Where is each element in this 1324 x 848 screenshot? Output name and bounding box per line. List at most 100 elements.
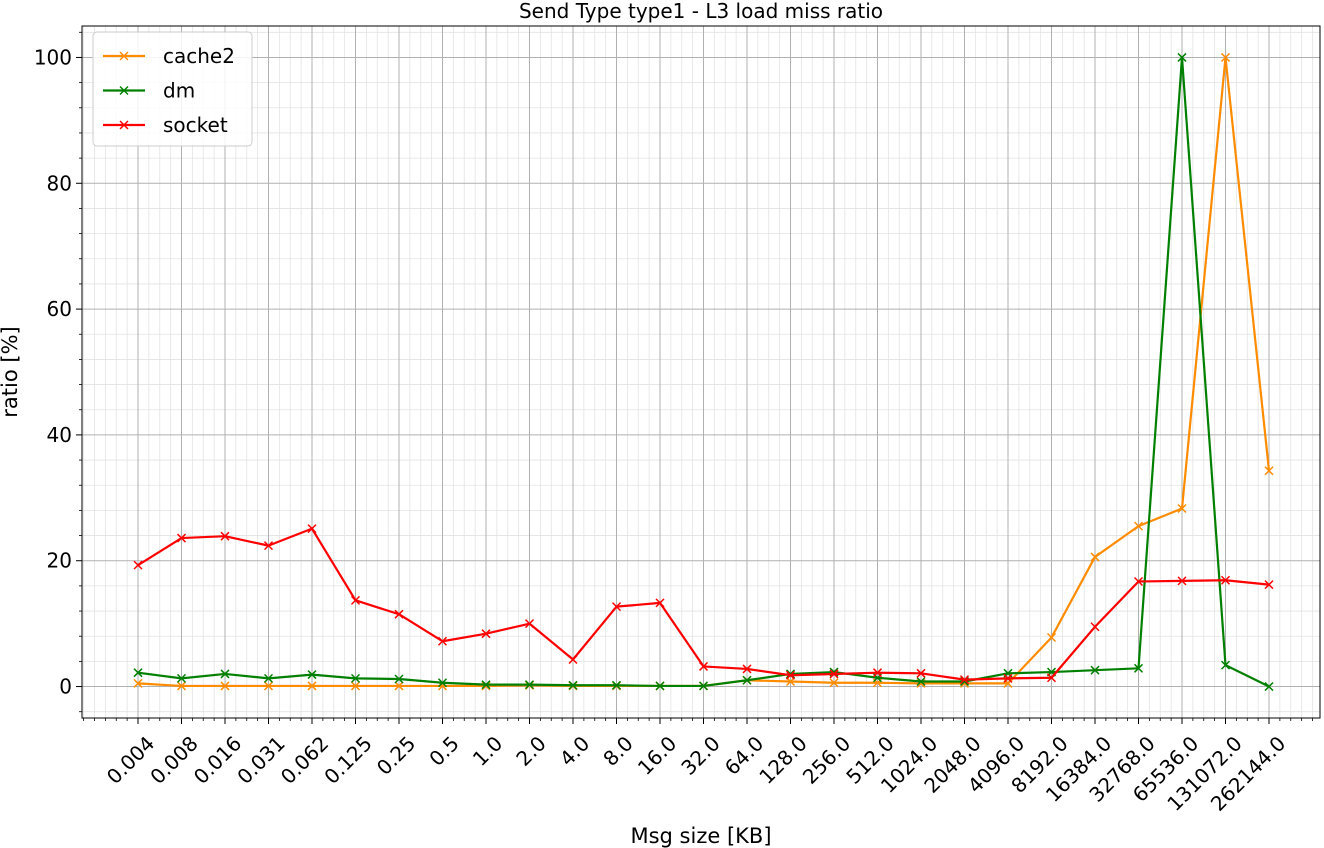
x-tick-label: 2.0 <box>511 731 550 770</box>
legend: cache2 dm socket <box>92 31 253 147</box>
data-point-socket <box>568 654 578 665</box>
data-point-cache2 <box>350 681 361 691</box>
y-axis-label: ratio [%] <box>0 326 22 417</box>
data-point-dm <box>742 675 752 685</box>
y-tick-label: 100 <box>34 45 72 69</box>
series-layer <box>133 52 1274 692</box>
legend-marker <box>119 51 129 61</box>
data-point-dm <box>655 681 665 691</box>
data-point-socket <box>176 533 187 543</box>
legend-item-cache2: cache2 <box>103 44 235 68</box>
plot-frame <box>81 25 1321 719</box>
legend-label: dm <box>163 79 195 103</box>
x-tick-label: 0.062 <box>276 731 333 788</box>
data-point-dm <box>220 669 230 679</box>
data-point-cache2 <box>176 681 187 691</box>
data-point-socket <box>1177 576 1187 586</box>
x-tick-label: 0.016 <box>189 731 246 788</box>
x-axis-label: Msg size [KB] <box>630 824 771 848</box>
x-tick-label: 0.125 <box>319 731 376 788</box>
x-tick-label: 0.031 <box>232 731 289 788</box>
data-point-socket <box>959 675 970 685</box>
x-tick-label: 8.0 <box>598 731 637 770</box>
data-point-socket <box>133 560 143 570</box>
data-point-socket <box>1046 673 1057 683</box>
data-point-cache2 <box>263 681 274 691</box>
data-point-cache2 <box>220 681 230 691</box>
data-point-dm <box>1090 665 1100 675</box>
data-point-socket <box>350 595 361 605</box>
data-point-dm <box>176 673 187 683</box>
data-point-socket <box>481 629 491 639</box>
data-point-dm <box>1264 682 1274 692</box>
data-point-socket <box>1264 580 1274 590</box>
major-grid <box>82 26 1320 718</box>
series-socket <box>133 524 1274 685</box>
data-point-dm <box>1177 52 1187 62</box>
y-tick-label: 0 <box>59 675 72 699</box>
x-tick-label: 1.0 <box>468 731 507 770</box>
series-dm <box>133 52 1274 692</box>
data-point-cache2 <box>829 678 839 688</box>
data-point-socket <box>655 598 665 608</box>
data-point-dm <box>916 676 926 687</box>
x-tick-label: 0.008 <box>145 731 202 788</box>
chart-title: Send Type type1 - L3 load miss ratio <box>519 0 883 23</box>
data-point-dm <box>1133 663 1144 673</box>
data-point-dm <box>568 680 578 690</box>
legend-marker <box>119 85 129 96</box>
data-point-cache2 <box>1046 632 1057 643</box>
legend-item-socket: socket <box>103 113 228 137</box>
data-point-socket <box>524 619 535 629</box>
y-tick-label: 80 <box>47 171 72 195</box>
data-point-dm <box>437 678 448 688</box>
x-tick-label: 0.5 <box>424 731 463 770</box>
data-point-dm <box>350 673 361 683</box>
data-point-socket <box>437 636 448 646</box>
legend-frame <box>92 31 253 147</box>
data-point-cache2 <box>1133 521 1144 531</box>
data-point-dm <box>394 674 404 684</box>
data-point-cache2 <box>133 678 143 688</box>
x-tick-label: 0.25 <box>372 731 420 779</box>
legend-item-dm: dm <box>103 79 195 103</box>
data-point-cache2 <box>1220 52 1231 62</box>
data-point-socket <box>1133 576 1144 587</box>
x-tick-label: 32.0 <box>676 731 724 779</box>
data-point-dm <box>1220 660 1231 670</box>
data-point-socket <box>785 670 796 680</box>
legend-label: cache2 <box>163 44 235 68</box>
data-point-cache2 <box>1264 466 1274 476</box>
data-point-dm <box>307 670 317 680</box>
y-tick-label: 40 <box>47 423 72 447</box>
y-tick-labels: 0 20 40 60 80 100 <box>34 45 72 698</box>
data-point-socket <box>307 524 317 534</box>
data-point-socket <box>829 669 839 679</box>
data-point-dm <box>133 668 143 678</box>
legend-marker <box>119 120 129 130</box>
data-point-dm <box>698 681 709 691</box>
data-point-cache2 <box>481 681 491 691</box>
x-tick-label: 16.0 <box>633 731 681 779</box>
data-point-socket <box>394 609 404 619</box>
legend-label: socket <box>163 113 228 137</box>
x-tick-label: 0.004 <box>102 731 159 788</box>
y-tick-label: 20 <box>47 549 72 573</box>
data-point-cache2 <box>1090 552 1100 562</box>
data-point-socket <box>220 531 230 541</box>
data-point-dm <box>481 680 491 690</box>
data-point-socket <box>742 664 752 674</box>
x-tick-label: 128.0 <box>754 731 811 788</box>
x-tick-label: 4.0 <box>555 731 594 770</box>
data-point-socket <box>611 602 622 612</box>
data-point-socket <box>263 541 274 551</box>
axis-ticks <box>76 31 1313 724</box>
data-point-cache2 <box>307 681 317 691</box>
data-point-socket <box>1003 673 1013 683</box>
data-point-socket <box>1090 622 1100 632</box>
data-point-dm <box>611 680 622 690</box>
data-point-dm <box>785 669 796 679</box>
data-point-dm <box>524 680 535 690</box>
